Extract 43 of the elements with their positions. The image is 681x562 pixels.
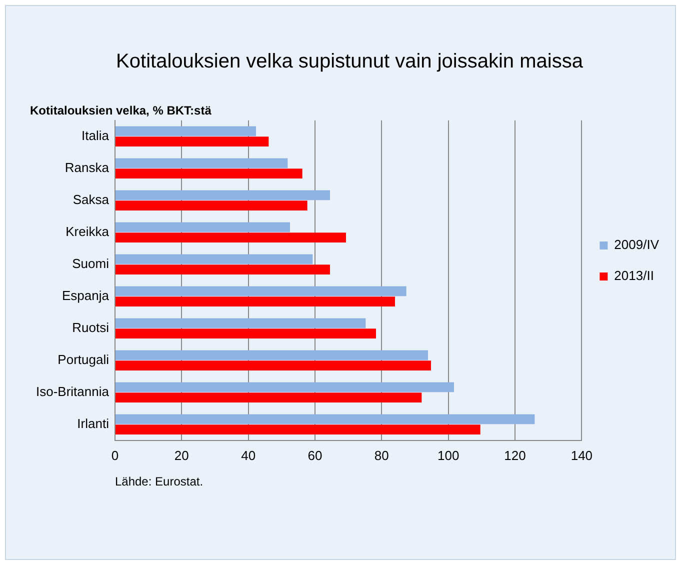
bar — [115, 296, 396, 307]
bar — [115, 254, 313, 264]
y-tick-label: Espanja — [62, 288, 110, 303]
text: Lähde: Eurostat. — [114, 474, 204, 488]
legend-label: 2013/II — [614, 268, 654, 284]
y-tick-label: Iso-Britannia — [36, 384, 110, 399]
x-tick-label: 0 — [111, 448, 119, 463]
y-tick-label: Kreikka — [66, 224, 110, 239]
bar — [115, 414, 535, 424]
bar — [115, 222, 290, 232]
x-tick-label: 80 — [374, 448, 389, 463]
bar — [115, 126, 256, 136]
bar — [115, 382, 454, 392]
chart-title: Kotitalouksien velka supistunut vain joissakin maissa — [116, 50, 584, 73]
bar — [115, 318, 366, 328]
bar — [115, 328, 376, 339]
x-tick-label: 20 — [174, 448, 189, 463]
bar — [115, 286, 406, 296]
bar — [115, 264, 330, 275]
y-tick-label: Italia — [82, 128, 110, 143]
y-tick-label: Irlanti — [77, 416, 110, 431]
bar — [115, 232, 346, 243]
x-tick-label: 120 — [504, 448, 526, 463]
chart-subtitle: Kotitalouksien velka, % BKT:stä — [30, 104, 212, 118]
y-tick-label: Suomi — [72, 256, 110, 271]
bar — [115, 360, 432, 371]
bar — [115, 200, 308, 211]
x-tick-label: 60 — [308, 448, 322, 463]
y-tick-label: Portugali — [58, 352, 110, 367]
bar — [115, 350, 428, 360]
x-tick-label: 100 — [437, 448, 460, 463]
bar — [115, 392, 422, 403]
y-tick-label: Ranska — [64, 160, 110, 175]
bar — [115, 168, 302, 179]
x-tick-label: 40 — [241, 448, 256, 463]
x-tick-label: 140 — [570, 448, 593, 463]
bar — [115, 136, 269, 147]
bar — [115, 424, 480, 435]
y-tick-label: Saksa — [72, 192, 110, 207]
bar — [115, 190, 330, 200]
legend-label: 2009/IV — [614, 237, 660, 252]
bar — [115, 158, 288, 168]
y-tick-label: Ruotsi — [72, 320, 110, 335]
